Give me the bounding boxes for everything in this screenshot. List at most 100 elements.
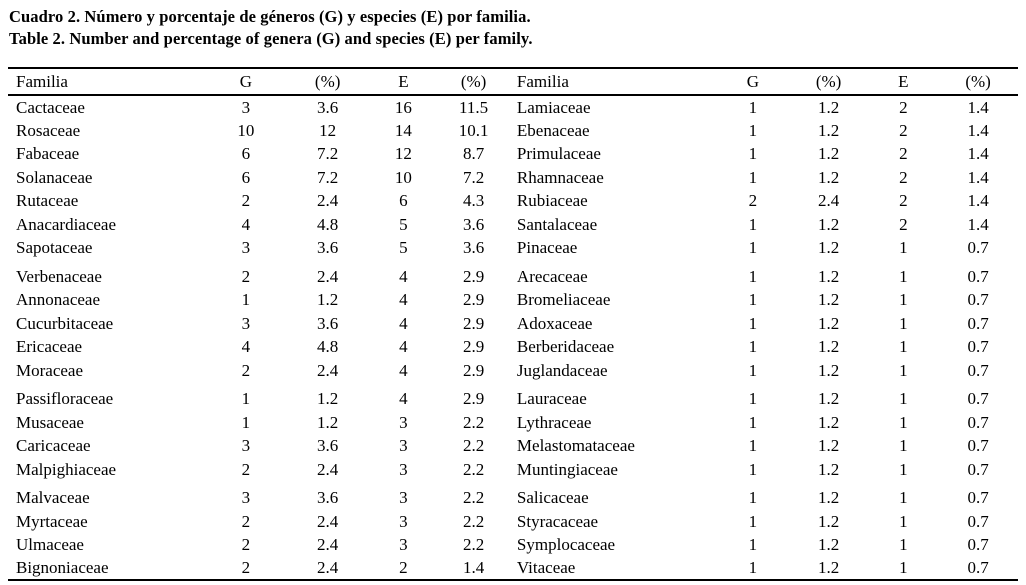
- family-cell: Juglandaceae: [516, 360, 608, 380]
- family-cell: Adoxaceae: [516, 313, 593, 333]
- family-cell: Sapotaceae: [16, 238, 93, 258]
- value-cell: 6: [241, 167, 251, 187]
- family-cell: Melastomataceae: [516, 436, 635, 456]
- value-cell: 1: [748, 290, 758, 310]
- value-cell: 0.7: [967, 412, 989, 432]
- value-cell: 1: [748, 313, 758, 333]
- family-cell: Cactaceae: [16, 97, 85, 117]
- table-row: Passifloraceae 1 1.2 4 2.9 Lauraceae 1 1.2 1 0.7: [8, 382, 1018, 411]
- value-cell: 1: [241, 290, 251, 310]
- table-row: Fabaceae 6 7.2 12 8.7 Primulaceae 1 1.2 2 1.4: [8, 142, 1018, 166]
- family-cell: Styracaceae: [516, 511, 599, 531]
- value-cell: 1.4: [967, 144, 989, 164]
- value-cell: 1.4: [462, 558, 485, 578]
- family-cell: Primulaceae: [516, 144, 601, 164]
- table-body: Cactaceae 3 3.6 16 11.5 Lamiaceae 1 1.2 2 1.4 Rosa…: [8, 95, 1018, 580]
- genera-species-table: Familia G (%) E (%) Familia G (%) E (%) …: [8, 67, 1018, 581]
- family-cell: Rubiaceae: [516, 191, 588, 211]
- value-cell: 3: [241, 436, 251, 456]
- value-cell: 3: [399, 511, 408, 531]
- value-cell: 1: [899, 535, 908, 555]
- value-cell: 2: [399, 558, 408, 578]
- value-cell: 6: [241, 144, 251, 164]
- value-cell: 4: [241, 214, 251, 234]
- family-cell: Myrtaceae: [16, 511, 88, 531]
- header-genera-left: G: [239, 71, 252, 91]
- table-row: Bignoniaceae 2 2.4 2 1.4 Vitaceae 1 1.2 1 0.7: [8, 557, 1018, 581]
- value-cell: 1.2: [817, 167, 840, 187]
- value-cell: 3: [399, 488, 408, 508]
- header-genera-pct-left: (%): [314, 71, 341, 91]
- table-row: Caricaceae 3 3.6 3 2.2 Melastomataceae 1 1.2 1 0.…: [8, 434, 1018, 458]
- caption-spanish: Cuadro 2. Número y porcentaje de géneros…: [9, 7, 531, 26]
- value-cell: 1.2: [817, 459, 840, 479]
- family-cell: Ericaceae: [16, 337, 83, 357]
- value-cell: 1.2: [817, 120, 840, 140]
- value-cell: 2.9: [462, 266, 485, 286]
- family-cell: Ebenaceae: [516, 120, 590, 140]
- table-caption: Cuadro 2. Número y porcentaje de géneros…: [8, 6, 1018, 50]
- value-cell: 6: [399, 191, 408, 211]
- caption-english: Table 2. Number and percentage of genera…: [9, 29, 533, 48]
- value-cell: 10: [237, 120, 255, 140]
- family-cell: Bignoniaceae: [16, 558, 109, 578]
- value-cell: 12: [319, 120, 337, 140]
- value-cell: 16: [394, 97, 412, 117]
- value-cell: 3: [241, 313, 251, 333]
- value-cell: 1: [748, 511, 758, 531]
- value-cell: 1: [899, 360, 908, 380]
- table-row: Malpighiaceae 2 2.4 3 2.2 Muntingiaceae 1 1.2 1 0…: [8, 458, 1018, 482]
- value-cell: 2.4: [317, 535, 339, 555]
- value-cell: 3.6: [317, 313, 339, 333]
- value-cell: 1: [748, 436, 758, 456]
- table-header: Familia G (%) E (%) Familia G (%) E (%): [8, 68, 1018, 95]
- family-cell: Bromeliaceae: [516, 290, 611, 310]
- value-cell: 1.4: [967, 214, 989, 234]
- value-cell: 3: [399, 412, 408, 432]
- family-cell: Anacardiaceae: [16, 214, 117, 234]
- value-cell: 2: [899, 214, 908, 234]
- value-cell: 1: [748, 337, 758, 357]
- value-cell: 4: [399, 266, 408, 286]
- value-cell: 2.2: [462, 412, 485, 432]
- table-row: Rutaceae 2 2.4 6 4.3 Rubiaceae 2 2.4 2 1.4: [8, 189, 1018, 213]
- value-cell: 2.4: [317, 459, 339, 479]
- value-cell: 3.6: [317, 238, 339, 258]
- family-cell: Verbenaceae: [16, 266, 102, 286]
- value-cell: 2: [241, 266, 251, 286]
- header-species-right: E: [898, 71, 909, 91]
- value-cell: 1.2: [317, 412, 339, 432]
- value-cell: 1.2: [817, 511, 840, 531]
- value-cell: 1: [899, 290, 908, 310]
- value-cell: 1: [748, 167, 758, 187]
- value-cell: 3.6: [317, 488, 339, 508]
- value-cell: 1.4: [967, 120, 989, 140]
- value-cell: 1.2: [817, 266, 840, 286]
- value-cell: 1.2: [817, 214, 840, 234]
- value-cell: 3.6: [317, 97, 339, 117]
- value-cell: 3.6: [462, 238, 485, 258]
- value-cell: 1: [748, 266, 758, 286]
- family-cell: Pinaceae: [516, 238, 578, 258]
- header-genera-right: G: [746, 71, 759, 91]
- value-cell: 2: [241, 191, 251, 211]
- family-cell: Malvaceae: [16, 488, 90, 508]
- family-cell: Moraceae: [16, 360, 84, 380]
- family-cell: Santalaceae: [516, 214, 598, 234]
- value-cell: 1.2: [817, 337, 840, 357]
- table-row: Verbenaceae 2 2.4 4 2.9 Arecaceae 1 1.2 1 0.7: [8, 260, 1018, 289]
- table-row: Rosaceae 10 12 14 10.1 Ebenaceae 1 1.2 2 1.4: [8, 119, 1018, 143]
- value-cell: 0.7: [967, 337, 989, 357]
- value-cell: 2: [748, 191, 758, 211]
- value-cell: 8.7: [462, 144, 485, 164]
- value-cell: 14: [394, 120, 412, 140]
- value-cell: 0.7: [967, 360, 989, 380]
- value-cell: 0.7: [967, 389, 989, 409]
- value-cell: 0.7: [967, 313, 989, 333]
- value-cell: 2: [241, 459, 251, 479]
- value-cell: 4: [399, 389, 408, 409]
- value-cell: 2.4: [817, 191, 840, 211]
- value-cell: 7.2: [317, 167, 339, 187]
- value-cell: 1: [899, 412, 908, 432]
- value-cell: 1: [899, 238, 908, 258]
